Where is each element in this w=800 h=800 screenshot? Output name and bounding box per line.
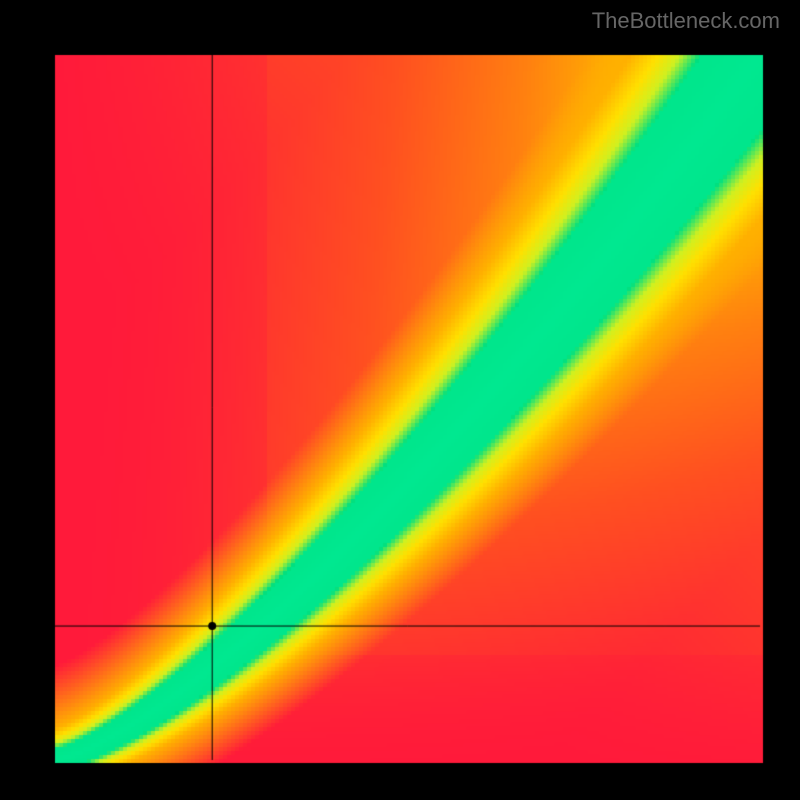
bottleneck-heatmap (0, 0, 800, 800)
chart-container: TheBottleneck.com (0, 0, 800, 800)
watermark-text: TheBottleneck.com (592, 8, 780, 34)
